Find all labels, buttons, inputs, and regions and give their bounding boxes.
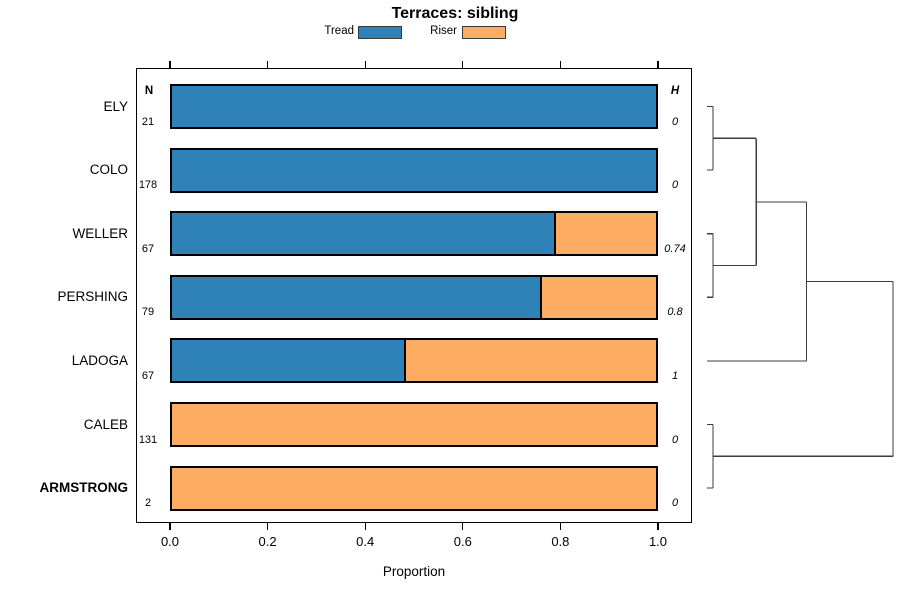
n-value-weller: 67 — [141, 242, 155, 255]
category-label-colo: COLO — [89, 162, 128, 178]
h-value-ladoga: 1 — [671, 369, 679, 382]
bar-ely — [170, 84, 658, 129]
n-value-pershing: 79 — [141, 306, 155, 319]
bar-segment-riser — [172, 467, 656, 509]
x-tick-top — [364, 61, 366, 68]
x-tick-bottom — [559, 523, 561, 530]
x-tick-label: 0.4 — [356, 534, 375, 549]
bar-armstrong — [170, 465, 658, 511]
legend-label-riser: Riser — [430, 25, 457, 37]
x-tick-bottom — [267, 523, 269, 530]
bar-segment-riser — [554, 213, 656, 255]
bar-segment-tread — [172, 213, 555, 255]
x-tick-top — [267, 61, 269, 68]
h-value-weller: 0.74 — [664, 242, 686, 255]
category-label-ely: ELY — [103, 98, 128, 114]
bar-segment-riser — [539, 276, 656, 318]
bar-caleb — [170, 402, 658, 447]
h-value-caleb: 0 — [671, 433, 679, 446]
h-value-colo: 0 — [671, 179, 679, 192]
x-tick-top — [559, 61, 561, 68]
category-label-ladoga: LADOGA — [71, 352, 128, 368]
bar-ladoga — [170, 338, 658, 384]
bar-segment-tread — [172, 340, 405, 382]
chart-title: Terraces: sibling — [391, 5, 519, 22]
n-value-ladoga: 67 — [141, 369, 155, 382]
n-value-caleb: 131 — [138, 433, 158, 446]
bar-weller — [170, 211, 658, 257]
bar-colo — [170, 147, 658, 193]
category-label-caleb: CALEB — [83, 416, 128, 432]
x-tick-label: 0.2 — [258, 534, 277, 549]
x-tick-bottom — [657, 523, 659, 530]
legend-swatch-riser — [462, 26, 506, 39]
x-tick-label: 1.0 — [648, 534, 668, 549]
h-value-ely: 0 — [671, 115, 679, 128]
category-label-armstrong: ARMSTRONG — [39, 480, 129, 496]
h-value-armstrong: 0 — [671, 497, 679, 510]
legend-label-tread: Tread — [324, 25, 354, 37]
bar-segment-tread — [172, 86, 656, 127]
legend-swatch-tread — [358, 26, 402, 39]
x-tick-top — [657, 61, 659, 68]
bar-segment-riser — [404, 340, 656, 382]
x-tick-bottom — [169, 523, 171, 530]
n-value-armstrong: 2 — [144, 497, 152, 510]
category-label-weller: WELLER — [72, 225, 128, 241]
n-value-colo: 178 — [138, 179, 158, 192]
bar-pershing — [170, 274, 658, 320]
x-axis-label: Proportion — [382, 564, 446, 579]
category-label-pershing: PERSHING — [57, 289, 128, 305]
x-tick-label: 0.0 — [160, 534, 180, 549]
x-tick-top — [169, 61, 171, 68]
x-tick-top — [462, 61, 464, 68]
bar-segment-tread — [172, 276, 540, 318]
n-column-header: N — [144, 85, 154, 97]
bar-segment-riser — [172, 404, 656, 445]
h-value-pershing: 0.8 — [667, 306, 683, 319]
h-column-header: H — [670, 85, 680, 97]
x-tick-label: 0.8 — [551, 534, 570, 549]
x-tick-bottom — [462, 523, 464, 530]
x-tick-label: 0.6 — [453, 534, 472, 549]
bar-segment-tread — [172, 149, 656, 191]
n-value-ely: 21 — [141, 115, 155, 128]
x-tick-bottom — [364, 523, 366, 530]
